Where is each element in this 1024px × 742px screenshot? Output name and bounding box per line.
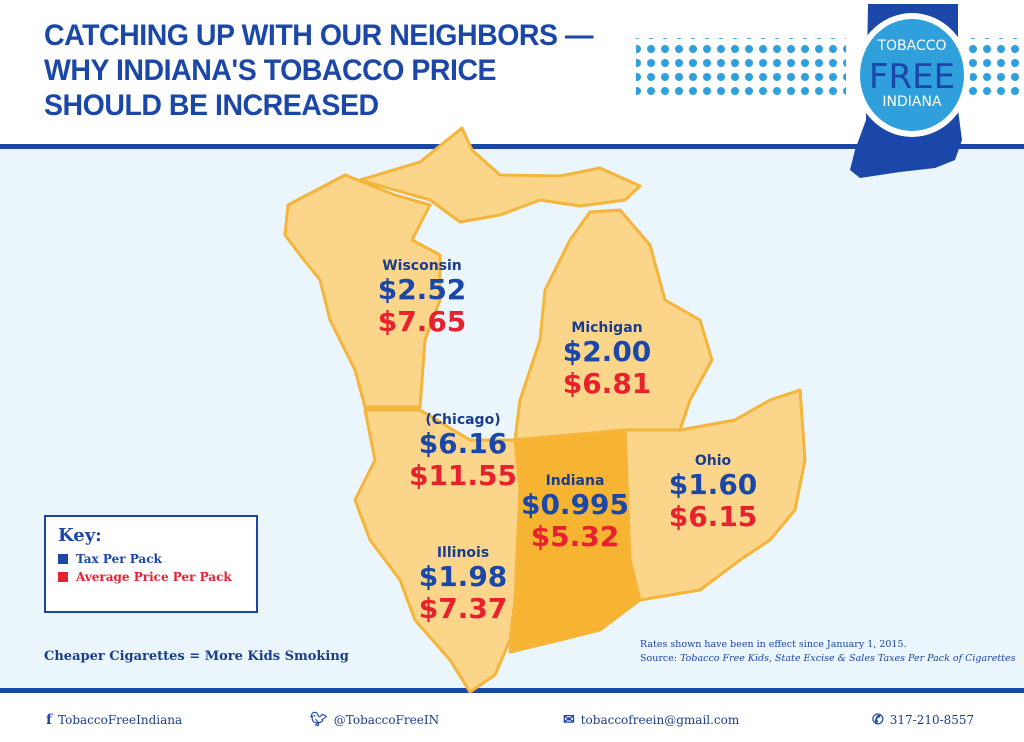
email-address: tobaccofreein@gmail.com — [580, 713, 740, 727]
envelope-icon: ✉ — [563, 712, 575, 728]
state-label-ohio: Ohio $1.60 $6.15 — [669, 453, 758, 533]
logo-dot-pattern — [636, 38, 846, 100]
facebook-icon: f — [46, 712, 53, 728]
tax-value: $0.995 — [520, 488, 630, 521]
state-label-illinois: Illinois $1.98 $7.37 — [419, 545, 508, 625]
map-key: Key: Tax Per Pack Average Price Per Pack — [44, 515, 258, 613]
phone-number: 317-210-8557 — [889, 713, 975, 727]
state-michigan-upper — [358, 126, 642, 224]
rates-note: Rates shown have been in effect since Ja… — [640, 639, 907, 650]
logo-text: INDIANA — [882, 94, 942, 110]
key-item-price: Average Price Per Pack — [58, 570, 244, 584]
price-value: $7.37 — [418, 592, 508, 625]
state-name: Wisconsin — [382, 258, 462, 274]
footer-email[interactable]: ✉ tobaccofreein@gmail.com — [563, 712, 739, 728]
tax-value: $1.60 — [668, 468, 758, 501]
source-text: Tobacco Free Kids, State Excise & Sales … — [680, 653, 1016, 664]
price-value: $11.55 — [408, 459, 518, 492]
state-name: (Chicago) — [425, 412, 501, 428]
logo-circle — [860, 19, 964, 131]
facebook-handle: TobaccoFreeIndiana — [58, 713, 183, 727]
state-label-wisconsin: Wisconsin $2.52 $7.65 — [378, 258, 467, 338]
twitter-icon: 🐦︎ — [310, 712, 328, 728]
logo-dot-pattern — [968, 38, 1024, 100]
tax-value: $2.52 — [377, 273, 467, 306]
key-label: Average Price Per Pack — [76, 570, 232, 584]
tax-value: $6.16 — [418, 427, 508, 460]
price-value: $5.32 — [530, 520, 620, 553]
key-title: Key: — [58, 525, 102, 546]
slogan: Cheaper Cigarettes = More Kids Smoking — [44, 649, 349, 664]
twitter-handle: @TobaccoFreeIN — [333, 713, 440, 727]
tax-value: $2.00 — [562, 335, 652, 368]
state-name: Illinois — [436, 545, 490, 561]
page-title: CATCHING UP WITH OUR NEIGHBORS — WHY IND… — [44, 18, 593, 123]
state-name: Michigan — [571, 320, 643, 336]
source-prefix: Source: — [640, 653, 681, 664]
price-value: $7.65 — [377, 305, 467, 338]
state-michigan — [513, 208, 714, 442]
state-illinois — [353, 408, 522, 694]
state-wisconsin — [283, 173, 442, 409]
state-name: Ohio — [694, 453, 732, 469]
state-label-indiana: Indiana $0.995 $5.32 — [521, 473, 629, 553]
key-item-tax: Tax Per Pack — [58, 552, 244, 566]
footer-facebook[interactable]: f TobaccoFreeIndiana — [46, 712, 182, 728]
tax-swatch — [58, 554, 68, 564]
logo-text: FREE — [869, 57, 955, 97]
phone-icon: ✆ — [872, 712, 884, 728]
state-label-chicago: (Chicago) $6.16 $11.55 — [409, 412, 517, 492]
price-value: $6.15 — [668, 500, 758, 533]
price-value: $6.81 — [562, 367, 652, 400]
top-divider — [0, 144, 1024, 149]
footer-twitter[interactable]: 🐦︎ @TobaccoFreeIN — [310, 712, 439, 728]
title-line: CATCHING UP WITH OUR NEIGHBORS — — [44, 19, 594, 52]
title-line: WHY INDIANA'S TOBACCO PRICE — [44, 54, 497, 87]
state-name: Indiana — [545, 473, 605, 489]
source-note: Rates shown have been in effect since Ja… — [640, 638, 1015, 666]
state-label-michigan: Michigan $2.00 $6.81 — [563, 320, 652, 400]
title-line: SHOULD BE INCREASED — [44, 89, 379, 122]
logo-text: TOBACCO — [876, 38, 946, 54]
key-label: Tax Per Pack — [76, 552, 162, 566]
bottom-divider — [0, 688, 1024, 693]
state-indiana — [508, 428, 642, 654]
price-swatch — [58, 572, 68, 582]
footer-phone[interactable]: ✆ 317-210-8557 — [872, 712, 974, 728]
tax-value: $1.98 — [418, 560, 508, 593]
